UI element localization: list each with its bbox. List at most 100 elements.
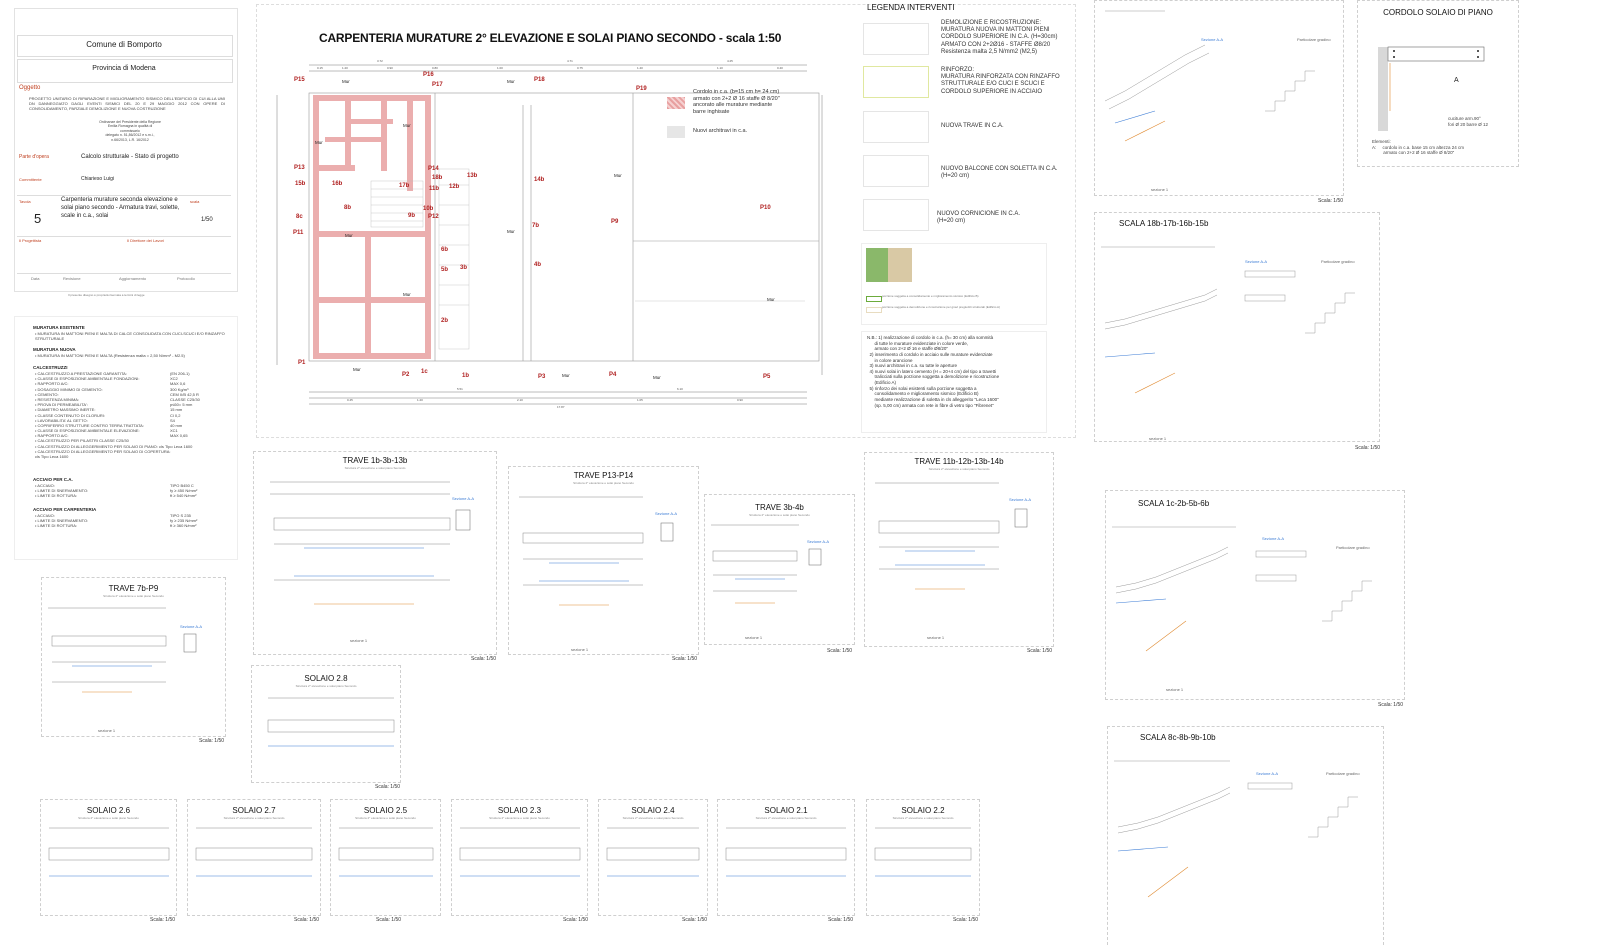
svg-text:5.51: 5.51 [457, 387, 463, 391]
trave-p13-title: TRAVE P13-P14 [573, 471, 634, 480]
panel-scala-8c: SCALA 8c-8b-9b-10b Sezione A-A Particola… [1107, 726, 1384, 945]
solaio-26-title: SOLAIO 2.6 [86, 806, 131, 815]
pillar-p3: P3 [538, 374, 546, 380]
slab-drawing [874, 827, 972, 877]
panel-subtitle: Struttura 2° elevazione e solai piano Se… [892, 816, 954, 820]
pillar-p19: P19 [636, 86, 647, 92]
svg-text:0.75: 0.75 [577, 66, 583, 70]
trave-11b-title: TRAVE 11b-12b-13b-14b [914, 457, 1004, 466]
mat-v4: TIPO B450 C fy ≥ 450 N/mm² ft ≥ 540 N/mm… [170, 483, 198, 499]
slab-drawing [459, 827, 581, 877]
panel-subtitle: Struttura 2° elevazione e solai piano Se… [355, 816, 416, 820]
solaio-23-title: SOLAIO 2.3 [497, 806, 542, 815]
committente-label: Committente [19, 177, 42, 182]
mur-label: Mur [653, 375, 661, 380]
panel-subtitle: Struttura 2° elevazione e solai piano Se… [103, 594, 164, 598]
label-5b: 5b [441, 267, 449, 273]
panel-subtitle: Struttura 2° elevazione e solai piano Se… [755, 816, 817, 820]
panel-scala-1c: SCALA 1c-2b-5b-6b Sezione A-A Particolar… [1105, 490, 1405, 700]
panel-solaio-23: SOLAIO 2.3 Struttura 2° elevazione e sol… [451, 799, 588, 916]
label-3b: 3b [460, 265, 468, 271]
mat-l2: • MURATURA IN MATTONI PIENI E MALTA (Res… [35, 353, 185, 358]
cordolo-cucitura: cuciture arm.90° fori Ø 20 barre Ø 12 [1448, 116, 1489, 127]
slab-drawing [338, 827, 434, 877]
svg-text:1.00: 1.00 [497, 66, 503, 70]
footer-note: Il presente disegno è proprietà riservat… [68, 293, 145, 297]
plan-panel: CARPENTERIA MURATURE 2° ELEVAZIONE E SOL… [256, 3, 1076, 438]
mat-h1: MURATURA ESISTENTE [33, 325, 85, 330]
svg-text:2.10: 2.10 [517, 398, 523, 402]
pillar-p1: P1 [298, 360, 306, 366]
label-1c: 1c [421, 369, 428, 375]
label-8b: 8b [344, 205, 352, 211]
sezione-1-label: sezione 1 [571, 647, 589, 652]
sezione-aa-label: Sezione A-A [1262, 536, 1285, 541]
slab-drawing [267, 697, 395, 747]
note-grey-text: Nuovi architravi in c.a. [693, 128, 748, 134]
mat-h3: CALCESTRUZZI [33, 365, 68, 370]
panel-trave-p13: TRAVE P13-P14 Struttura 2° elevazione e … [508, 466, 699, 655]
panel-subtitle: Struttura 2° elevazione e solai piano Se… [622, 816, 684, 820]
svg-text:1.20: 1.20 [342, 66, 348, 70]
label-13b: 13b [467, 173, 478, 179]
slab-drawing [606, 827, 700, 877]
pillar-p16: P16 [423, 72, 434, 78]
label-8c: 8c [296, 214, 303, 220]
panel-cordolo: CORDOLO SOLAIO DI PIANO A cuciture arm.9… [1357, 0, 1519, 167]
panel-scala-18b: SCALA 18b-17b-16b-15b Sezione A-A Partic… [1094, 212, 1380, 442]
cordolo-title: CORDOLO SOLAIO DI PIANO [1383, 8, 1493, 17]
particolare-label: Particolare gradino [1297, 37, 1331, 42]
comune-text: Comune di Bomporto [86, 40, 162, 49]
mur-label: Mur [403, 292, 411, 297]
sezione-aa-label: Sezione A-A [1009, 497, 1032, 502]
pillar-p18: P18 [534, 77, 545, 83]
direttore-label: Il Direttore dei Lavori [127, 238, 164, 243]
svg-text:1.40: 1.40 [637, 66, 643, 70]
label-12b: 12b [449, 184, 460, 190]
label-17b: 17b [399, 183, 410, 189]
pillar-p4: P4 [609, 372, 617, 378]
label-6b: 6b [441, 247, 449, 253]
pillar-p9: P9 [611, 219, 619, 225]
label-11b: 11b [429, 186, 440, 192]
label-2b: 2b [441, 318, 449, 324]
mur-label: Mur [353, 367, 361, 372]
dimension-lines: 0.15 1.20 0.90 0.80 1.00 0.75 1.40 1.10 0.40 3.7… [276, 59, 823, 409]
label-15b: 15b [295, 181, 306, 187]
scale-label: Scala: 1/50 [294, 917, 320, 923]
stair-18b-drawing [1101, 246, 1355, 394]
solaio-27-title: SOLAIO 2.7 [232, 806, 276, 815]
pillar-p14: P14 [428, 166, 439, 172]
map-note-1: porzione soggetta a consolidamento e mig… [882, 294, 979, 298]
floor-plan-drawing [308, 92, 820, 362]
mat-l3: • CALCESTRUZZO A PRESTAZIONE GARANTITA: … [35, 371, 193, 459]
sezione-1-label: sezione 1 [1151, 187, 1169, 192]
cordolo-elementi: Elementi: A: cordolo in c.a. base 15 cm … [1372, 139, 1465, 156]
scale-label: Scala: 1/50 [375, 784, 401, 790]
revision-row [17, 273, 231, 284]
stair-drawing [1104, 10, 1315, 142]
sezione-1-label: sezione 1 [927, 635, 945, 640]
pillar-p12: P12 [428, 214, 439, 220]
slab-drawing [195, 827, 313, 877]
svg-text:0.90: 0.90 [737, 398, 743, 402]
scale-label: Scala: 1/50 [1318, 198, 1344, 204]
legend-swatch-rinforzo [863, 66, 929, 98]
mat-l4: • ACCIAIO: • LIMITE DI SNERVAMENTO: • LI… [35, 483, 89, 499]
mur-label: Mur [507, 229, 515, 234]
title-block: Comune di Bomporto Provincia di Modena O… [14, 8, 238, 292]
panel-subtitle: Struttura 2° elevazione e solai piano Se… [295, 684, 357, 688]
beam-drawing [875, 482, 1028, 590]
oggetto-text: PROGETTO UNITARIO DI RIPARAZIONE E MIGLI… [29, 96, 225, 111]
map-zone-tan [888, 248, 912, 282]
mat-v5: TIPO S 235 fy ≥ 235 N/mm² ft ≥ 360 N/mm² [170, 513, 198, 529]
note-red-swatch [667, 97, 685, 109]
legend-item-cornicione: NUOVO CORNICIONE IN C.A. (H=20 cm) [937, 211, 1021, 225]
sezione-aa-label: Sezione A-A [807, 539, 830, 544]
scale-label: Scala: 1/50 [1027, 648, 1053, 654]
scale-label: Scala: 1/50 [150, 917, 176, 923]
scale-label: Scala: 1/50 [199, 738, 225, 744]
mat-v3: (EN 206-1) XC2 MAX 0,6 300 Kg/m³ CEM II/… [170, 371, 200, 439]
beam-drawing [270, 481, 471, 605]
rev-col-0: Data [31, 276, 40, 281]
